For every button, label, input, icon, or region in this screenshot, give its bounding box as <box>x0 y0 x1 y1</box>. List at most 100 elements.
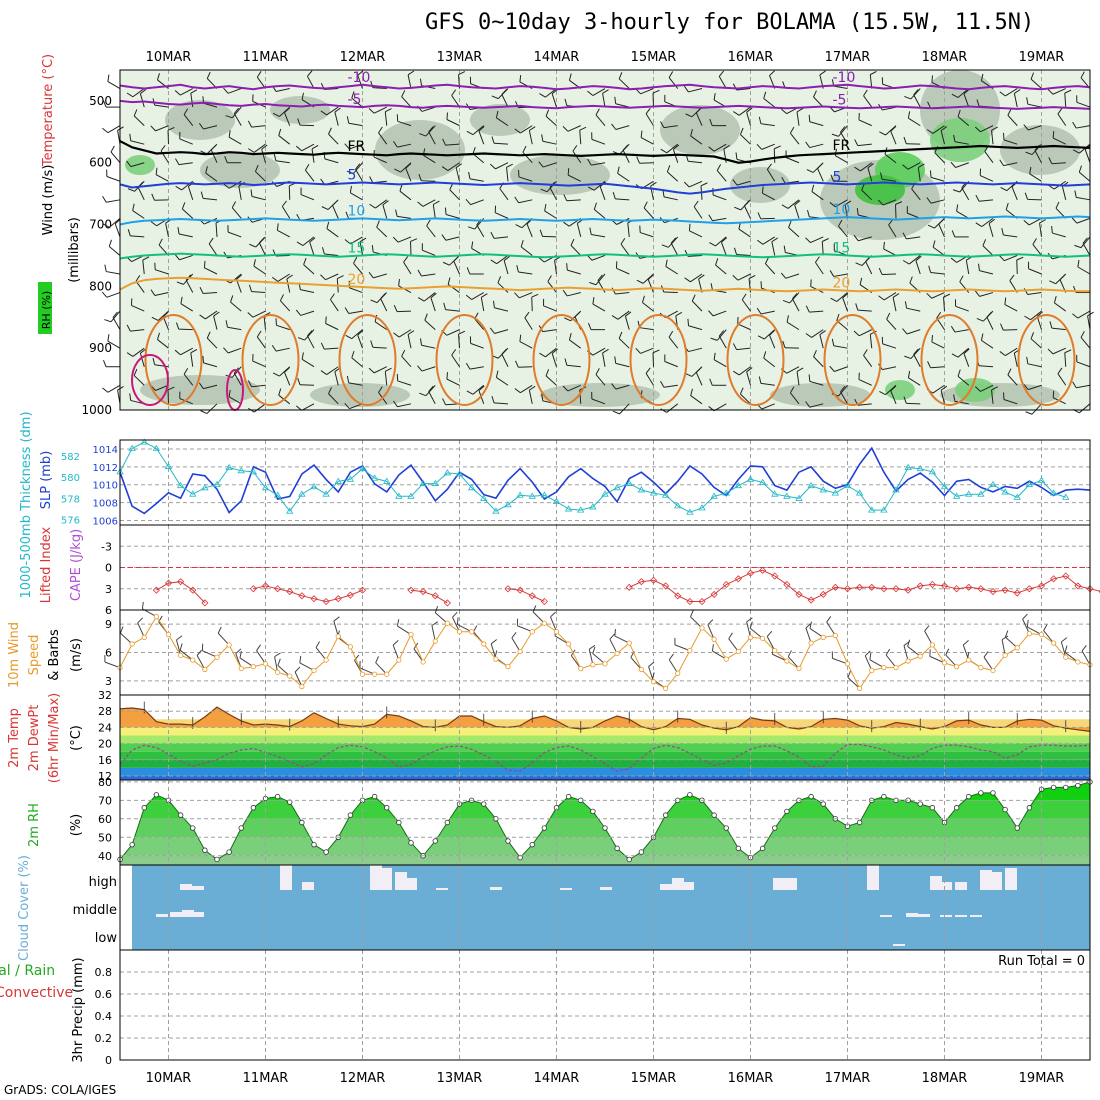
li-tick: -3 <box>101 540 112 553</box>
wind-barb <box>890 385 897 392</box>
li-point <box>334 595 342 603</box>
wind-barb <box>913 354 921 367</box>
wind-barb <box>233 372 242 386</box>
li-point <box>189 586 197 594</box>
wind-barb <box>761 143 775 150</box>
wind-barb <box>278 128 282 136</box>
thickness-point <box>407 492 415 499</box>
wind-barb <box>980 333 984 341</box>
wind-barb <box>514 388 521 394</box>
wind-barb <box>303 257 307 265</box>
wind-barb <box>249 243 256 248</box>
wind-barb <box>840 126 846 133</box>
wind-barb <box>515 224 523 229</box>
wind10-point <box>675 670 681 676</box>
warm-contour <box>338 314 397 406</box>
wind-barb <box>954 329 969 333</box>
wind-barb <box>1080 337 1091 349</box>
date-label-top: 14MAR <box>534 50 580 65</box>
wind-barb <box>796 107 804 113</box>
wind-barb <box>910 88 921 100</box>
wind-barb <box>253 143 266 153</box>
wind-barb <box>474 318 485 330</box>
wind-barb <box>1052 390 1055 398</box>
rh-point <box>662 812 669 818</box>
wind-barb <box>743 205 751 219</box>
precip-tick: 0.2 <box>95 1032 113 1045</box>
wind-barb <box>999 351 1006 357</box>
wind-barb <box>636 156 640 164</box>
wind-barb <box>615 384 630 390</box>
ylabel-slp: SLP (mb) <box>39 451 54 510</box>
wind-barb <box>858 329 872 337</box>
wind-barb <box>976 317 984 322</box>
thickness-point <box>176 481 185 489</box>
wind-barb <box>975 222 982 228</box>
wind10-point <box>808 640 814 646</box>
wind-barb <box>511 637 521 652</box>
wind-barb <box>931 75 933 83</box>
wind-barb <box>217 626 222 634</box>
wind-barb <box>667 171 679 182</box>
wind-barb <box>514 196 519 204</box>
rh-point <box>990 790 996 796</box>
wind-barb <box>756 239 764 245</box>
wind-barb <box>856 207 859 216</box>
wind-barb <box>954 141 969 145</box>
wind-barb <box>263 315 266 330</box>
wind-barb <box>715 236 727 247</box>
thickness-point <box>189 490 197 497</box>
wind-barb <box>907 111 911 119</box>
wind-barb <box>142 256 150 261</box>
cloud-bar-middle <box>156 914 168 917</box>
wind-barb <box>842 292 849 299</box>
wind-barb <box>918 163 925 168</box>
wind-barb <box>756 307 762 315</box>
li-point <box>965 583 973 591</box>
wind-barb <box>155 167 158 175</box>
wind-barb <box>716 170 727 182</box>
wind-barb <box>286 278 291 293</box>
wind-barb <box>469 178 484 182</box>
wind-barb <box>746 621 751 638</box>
wind-barb <box>183 108 189 115</box>
wind10-point <box>869 667 875 674</box>
wind-barb <box>258 242 266 256</box>
wind-barb <box>1029 173 1042 182</box>
wind-barb <box>1077 260 1080 268</box>
wind-barb <box>180 296 183 304</box>
wind-barb <box>880 172 883 180</box>
wind-barb <box>518 199 533 204</box>
wind-barb <box>772 653 788 662</box>
wind-barb <box>763 98 776 108</box>
wind-barb <box>346 375 350 383</box>
wind-barb <box>976 99 980 107</box>
wind-barb <box>710 283 713 291</box>
wind-barb <box>158 238 163 246</box>
wind-barb <box>398 329 412 338</box>
wind-barb <box>840 391 848 405</box>
wind-barb <box>645 113 654 126</box>
wind-barb <box>453 255 460 262</box>
wind-barb <box>478 126 485 132</box>
wind-barb <box>334 371 339 386</box>
wind-barb <box>595 374 606 386</box>
wind-barb <box>472 146 476 154</box>
thickness-point <box>989 480 997 488</box>
wind-barb <box>382 204 388 219</box>
wind-barb <box>101 291 108 298</box>
wind-barb <box>375 199 388 209</box>
wind-barb <box>904 301 908 309</box>
wind-barb <box>376 220 380 228</box>
wind-barb <box>986 311 992 318</box>
wind-barb <box>593 208 606 219</box>
thickness-point <box>322 490 330 497</box>
wind-barb <box>736 347 751 351</box>
wind-barb <box>888 224 897 238</box>
wind-barb <box>395 209 398 217</box>
wind-barb <box>878 295 885 301</box>
rh-point <box>190 825 196 831</box>
wind-barb <box>978 365 994 368</box>
wind-barb <box>272 112 280 117</box>
contour-label: -5 <box>833 93 847 109</box>
